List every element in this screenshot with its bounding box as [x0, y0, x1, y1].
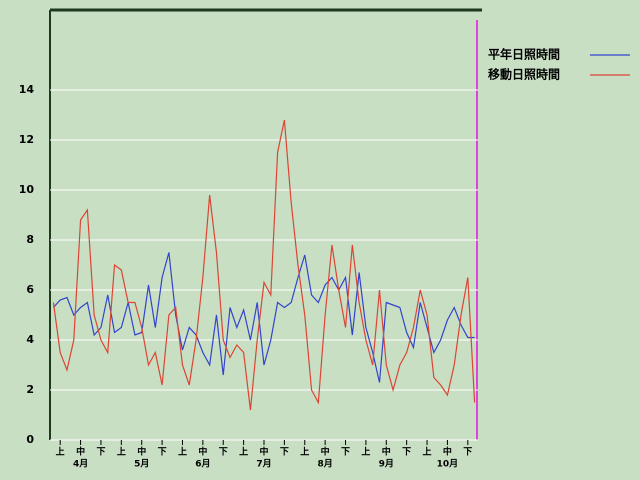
y-tick-label: 8: [26, 233, 34, 246]
x-tick-label: 上: [178, 446, 187, 458]
series-line: [52, 119, 476, 411]
y-tick-label: 0: [26, 433, 34, 446]
x-tick-label: 中: [382, 446, 391, 458]
x-tick-label: 中: [443, 446, 452, 458]
x-tick-label: 下: [341, 447, 350, 458]
x-tick-label: 中: [137, 446, 146, 458]
x-tick-label: 下: [219, 447, 228, 458]
x-tick-label: 上: [423, 446, 432, 458]
x-tick-label: 中: [321, 446, 330, 458]
y-tick-label: 14: [19, 83, 35, 96]
x-tick-label: 下: [463, 447, 472, 458]
x-tick-label: 上: [117, 446, 126, 458]
month-label: 5月: [134, 459, 149, 470]
x-tick-label: 上: [361, 446, 370, 458]
x-tick-label: 上: [239, 446, 248, 458]
x-tick-label: 下: [402, 447, 411, 458]
x-tick-label: 中: [259, 446, 268, 458]
y-tick-label: 12: [19, 133, 34, 146]
y-tick-label: 10: [19, 183, 35, 196]
x-tick-label: 上: [300, 446, 309, 458]
month-label: 10月: [437, 459, 459, 470]
x-tick-label: 下: [158, 447, 167, 458]
x-tick-label: 上: [56, 446, 65, 458]
legend-label: 平年日照時間: [488, 47, 560, 62]
x-tick-label: 中: [198, 446, 207, 458]
legend-label: 移動日照時間: [488, 67, 560, 82]
month-label: 8月: [318, 459, 333, 470]
x-tick-label: 中: [76, 446, 85, 458]
x-tick-label: 下: [96, 447, 105, 458]
y-tick-label: 6: [26, 283, 34, 296]
y-tick-label: 4: [26, 333, 34, 346]
month-label: 4月: [73, 459, 88, 470]
month-label: 7月: [256, 459, 271, 470]
series-line: [52, 252, 475, 383]
month-label: 6月: [195, 459, 210, 470]
y-tick-label: 2: [26, 383, 34, 396]
x-tick-label: 下: [280, 447, 289, 458]
month-label: 9月: [379, 459, 394, 470]
